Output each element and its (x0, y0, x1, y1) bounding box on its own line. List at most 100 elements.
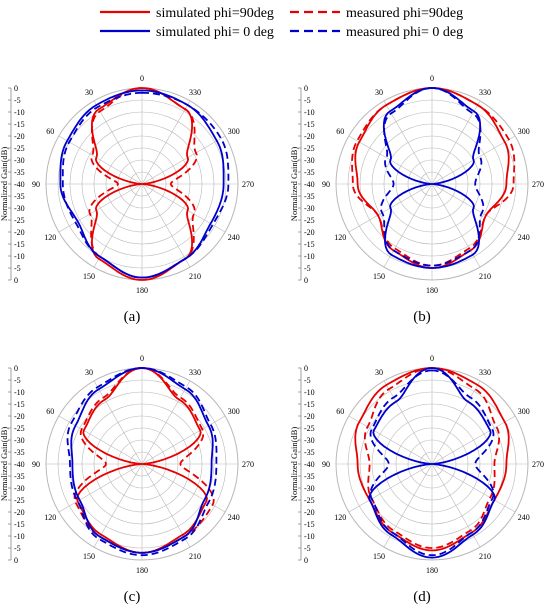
legend: simulated phi=90deg measured phi=90deg s… (100, 6, 463, 40)
grid-spoke (141, 183, 191, 268)
angle-tick-label: 300 (228, 407, 240, 416)
grid-spoke (141, 100, 191, 185)
radial-tick-label: 0 (14, 364, 18, 373)
radial-tick-label: -20 (304, 412, 315, 421)
series-line-sim0 (70, 367, 214, 554)
radial-tick-label: -15 (14, 120, 25, 129)
radial-tick-label: -35 (304, 192, 315, 201)
grid-spoke (383, 100, 433, 185)
subplot-caption: (c) (124, 589, 141, 605)
angle-tick-label: 90 (32, 180, 40, 189)
series-line-meas90 (351, 87, 516, 267)
radial-tick-label: -20 (14, 412, 25, 421)
grid-spoke (93, 380, 143, 465)
radial-tick-label: -40 (14, 180, 25, 189)
angle-tick-label: 90 (322, 180, 330, 189)
radial-tick-label: -25 (304, 424, 315, 433)
radial-tick-label: 0 (14, 556, 18, 565)
radial-tick-label: -5 (304, 376, 311, 385)
angle-tick-label: 330 (189, 88, 201, 97)
polar-plot-d: 0 30 60 90 120 150 180 210 240 270 300 330 0 0 -5 -5 -10… (289, 354, 544, 605)
angle-tick-label: 180 (426, 286, 438, 295)
radial-tick-label: -30 (304, 204, 315, 213)
radial-tick-label: 0 (304, 84, 308, 93)
radial-tick-label: -40 (304, 180, 315, 189)
grid-spoke (141, 415, 226, 465)
series-line-meas90 (88, 87, 198, 279)
grid-spoke (141, 135, 226, 185)
grid-spoke (141, 380, 191, 465)
radial-tick-label: -5 (14, 544, 21, 553)
angle-tick-label: 30 (85, 368, 93, 377)
angle-tick-label: 210 (189, 272, 201, 281)
radial-tick-label: -5 (14, 376, 21, 385)
radial-tick-label: -5 (14, 96, 21, 105)
radial-tick-label: -30 (304, 436, 315, 445)
radial-tick-label: -15 (304, 400, 315, 409)
angle-tick-label: 330 (479, 88, 491, 97)
radial-tick-label: -35 (14, 168, 25, 177)
radial-tick-label: -15 (304, 120, 315, 129)
angle-tick-label: 180 (136, 286, 148, 295)
grid-spoke (431, 100, 481, 185)
y-axis-label: Normalized Gain(dB) (0, 427, 9, 502)
radial-tick-label: -30 (14, 484, 25, 493)
angle-tick-label: 330 (479, 368, 491, 377)
radial-tick-label: -15 (304, 520, 315, 529)
angle-tick-label: 150 (83, 552, 95, 561)
grid-spoke (431, 463, 516, 513)
radial-tick-label: -5 (14, 264, 21, 273)
radial-tick-label: -10 (14, 108, 25, 117)
radial-tick-label: 0 (14, 84, 18, 93)
radial-tick-label: -35 (14, 192, 25, 201)
angle-tick-label: 270 (532, 180, 544, 189)
y-axis-label: Normalized Gain(dB) (289, 427, 299, 502)
grid-spoke (431, 415, 516, 465)
angle-tick-label: 120 (334, 513, 346, 522)
series-line-sim0 (368, 367, 496, 559)
grid-spoke (93, 183, 143, 268)
angle-tick-label: 240 (518, 233, 530, 242)
radial-tick-label: -25 (14, 144, 25, 153)
radial-tick-label: -30 (14, 156, 25, 165)
grid-spoke (141, 463, 191, 548)
grid-spoke (141, 463, 226, 513)
series-line-meas90 (364, 367, 500, 549)
angle-tick-label: 180 (136, 566, 148, 575)
polar-plot-a: 0 30 60 90 120 150 180 210 240 270 300 330 0 0 -5 -5 -10… (0, 74, 254, 325)
grid-spoke (431, 183, 481, 268)
series-line-sim90 (354, 367, 510, 552)
legend-label-meas90: measured phi=90deg (346, 6, 463, 21)
angle-tick-label: 30 (375, 368, 383, 377)
radial-tick-label: -30 (14, 436, 25, 445)
radial-tick-label: -10 (304, 108, 315, 117)
angle-tick-label: 0 (430, 354, 434, 363)
angle-tick-label: 270 (242, 460, 254, 469)
radial-tick-label: -20 (14, 132, 25, 141)
series-line-sim90 (91, 87, 193, 281)
radial-tick-label: -30 (14, 204, 25, 213)
grid-spoke (58, 415, 143, 465)
radial-tick-label: -35 (304, 168, 315, 177)
angle-tick-label: 30 (85, 88, 93, 97)
radial-tick-label: -20 (14, 228, 25, 237)
grid-spoke (431, 380, 481, 465)
angle-tick-label: 150 (83, 272, 95, 281)
radial-tick-label: -15 (14, 240, 25, 249)
grid-spoke (141, 183, 226, 233)
polar-plot-c: 0 30 60 90 120 150 180 210 240 270 300 330 0 0 -5 -5 -10… (0, 354, 254, 605)
angle-tick-label: 300 (228, 127, 240, 136)
angle-tick-label: 150 (373, 552, 385, 561)
radial-tick-label: -20 (304, 132, 315, 141)
angle-tick-label: 0 (140, 74, 144, 83)
radial-tick-label: -5 (304, 544, 311, 553)
radial-tick-label: 0 (14, 276, 18, 285)
legend-label-meas0: measured phi= 0 deg (346, 25, 463, 40)
angle-tick-label: 0 (140, 354, 144, 363)
grid-spoke (383, 183, 433, 268)
angle-tick-label: 210 (479, 272, 491, 281)
y-axis-label: Normalized Gain(dB) (0, 147, 9, 222)
subplot-caption: (b) (413, 309, 431, 325)
radial-tick-label: 0 (304, 276, 308, 285)
